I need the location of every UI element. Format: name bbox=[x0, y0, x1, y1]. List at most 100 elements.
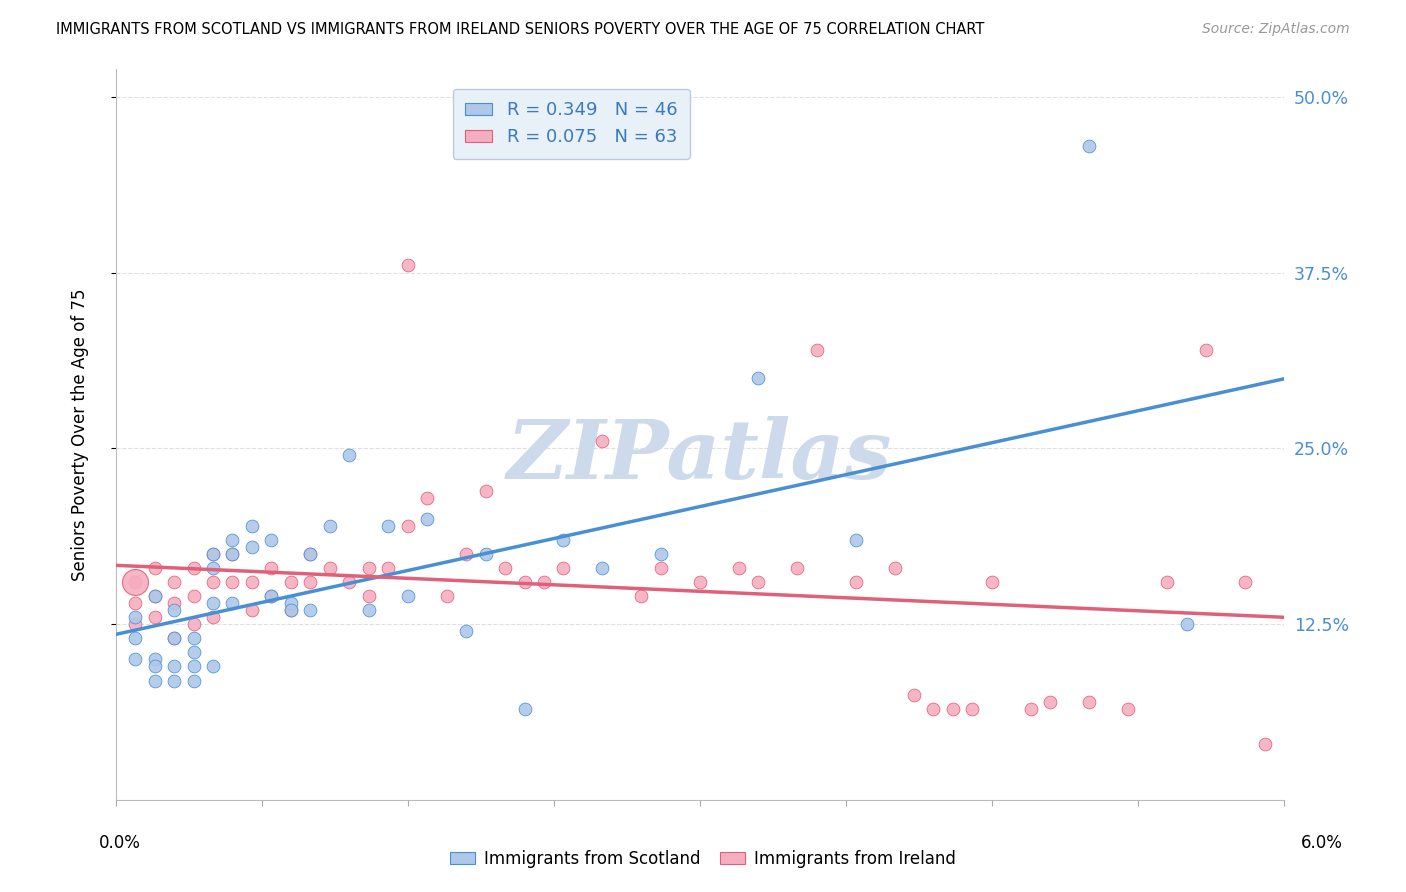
Legend: Immigrants from Scotland, Immigrants from Ireland: Immigrants from Scotland, Immigrants fro… bbox=[444, 844, 962, 875]
Point bbox=[883, 561, 905, 575]
Point bbox=[591, 434, 613, 449]
Point bbox=[396, 589, 419, 603]
Point bbox=[221, 574, 243, 589]
Point bbox=[1116, 701, 1139, 715]
Point bbox=[1078, 695, 1101, 709]
Point bbox=[1195, 343, 1218, 357]
Point bbox=[377, 518, 399, 533]
Point bbox=[183, 659, 205, 673]
Point bbox=[201, 561, 224, 575]
Point bbox=[396, 259, 419, 273]
Point bbox=[183, 673, 205, 688]
Point bbox=[299, 547, 322, 561]
Point bbox=[201, 659, 224, 673]
Point bbox=[299, 574, 322, 589]
Point bbox=[124, 652, 146, 666]
Point bbox=[319, 561, 342, 575]
Point bbox=[221, 547, 243, 561]
Point bbox=[474, 547, 496, 561]
Point bbox=[201, 596, 224, 610]
Point bbox=[201, 547, 224, 561]
Text: Source: ZipAtlas.com: Source: ZipAtlas.com bbox=[1202, 22, 1350, 37]
Point bbox=[337, 449, 360, 463]
Point bbox=[143, 652, 166, 666]
Point bbox=[396, 518, 419, 533]
Point bbox=[280, 596, 302, 610]
Point bbox=[591, 561, 613, 575]
Y-axis label: Seniors Poverty Over the Age of 75: Seniors Poverty Over the Age of 75 bbox=[72, 288, 89, 581]
Point bbox=[124, 632, 146, 646]
Point bbox=[201, 547, 224, 561]
Point bbox=[240, 540, 263, 554]
Point bbox=[1156, 574, 1178, 589]
Point bbox=[689, 574, 711, 589]
Point bbox=[786, 561, 808, 575]
Point bbox=[143, 561, 166, 575]
Point bbox=[456, 547, 478, 561]
Point bbox=[143, 589, 166, 603]
Point bbox=[299, 547, 322, 561]
Point bbox=[553, 533, 575, 547]
Point bbox=[1253, 737, 1275, 751]
Point bbox=[163, 632, 186, 646]
Point bbox=[747, 371, 769, 385]
Point bbox=[1234, 574, 1257, 589]
Point bbox=[553, 561, 575, 575]
Point bbox=[630, 589, 652, 603]
Point bbox=[280, 574, 302, 589]
Text: 0.0%: 0.0% bbox=[98, 834, 141, 852]
Point bbox=[280, 603, 302, 617]
Point bbox=[221, 533, 243, 547]
Point bbox=[903, 688, 925, 702]
Point bbox=[533, 574, 555, 589]
Point bbox=[319, 518, 342, 533]
Point bbox=[183, 645, 205, 659]
Point bbox=[416, 491, 439, 505]
Point bbox=[1175, 617, 1198, 632]
Point bbox=[337, 574, 360, 589]
Point bbox=[260, 589, 283, 603]
Point bbox=[650, 561, 672, 575]
Point bbox=[299, 603, 322, 617]
Point bbox=[513, 701, 536, 715]
Point bbox=[183, 632, 205, 646]
Point bbox=[240, 603, 263, 617]
Point bbox=[1078, 139, 1101, 153]
Point bbox=[922, 701, 945, 715]
Point bbox=[124, 574, 146, 589]
Point bbox=[183, 589, 205, 603]
Point bbox=[221, 547, 243, 561]
Point bbox=[163, 574, 186, 589]
Point bbox=[163, 673, 186, 688]
Point bbox=[357, 589, 380, 603]
Point bbox=[260, 533, 283, 547]
Point bbox=[513, 574, 536, 589]
Point bbox=[240, 574, 263, 589]
Text: 6.0%: 6.0% bbox=[1301, 834, 1343, 852]
Point bbox=[143, 589, 166, 603]
Point bbox=[163, 603, 186, 617]
Point bbox=[124, 574, 146, 589]
Text: ZIPatlas: ZIPatlas bbox=[508, 417, 893, 496]
Point bbox=[416, 512, 439, 526]
Point bbox=[962, 701, 984, 715]
Point bbox=[280, 603, 302, 617]
Point bbox=[650, 547, 672, 561]
Point bbox=[747, 574, 769, 589]
Point bbox=[143, 610, 166, 624]
Point bbox=[163, 596, 186, 610]
Point bbox=[1039, 695, 1062, 709]
Point bbox=[124, 617, 146, 632]
Point bbox=[980, 574, 1002, 589]
Point bbox=[377, 561, 399, 575]
Point bbox=[221, 596, 243, 610]
Point bbox=[163, 659, 186, 673]
Point bbox=[163, 632, 186, 646]
Point bbox=[240, 518, 263, 533]
Point bbox=[124, 610, 146, 624]
Point bbox=[1019, 701, 1042, 715]
Legend: R = 0.349   N = 46, R = 0.075   N = 63: R = 0.349 N = 46, R = 0.075 N = 63 bbox=[453, 88, 690, 159]
Point bbox=[845, 574, 868, 589]
Point bbox=[436, 589, 458, 603]
Point bbox=[183, 561, 205, 575]
